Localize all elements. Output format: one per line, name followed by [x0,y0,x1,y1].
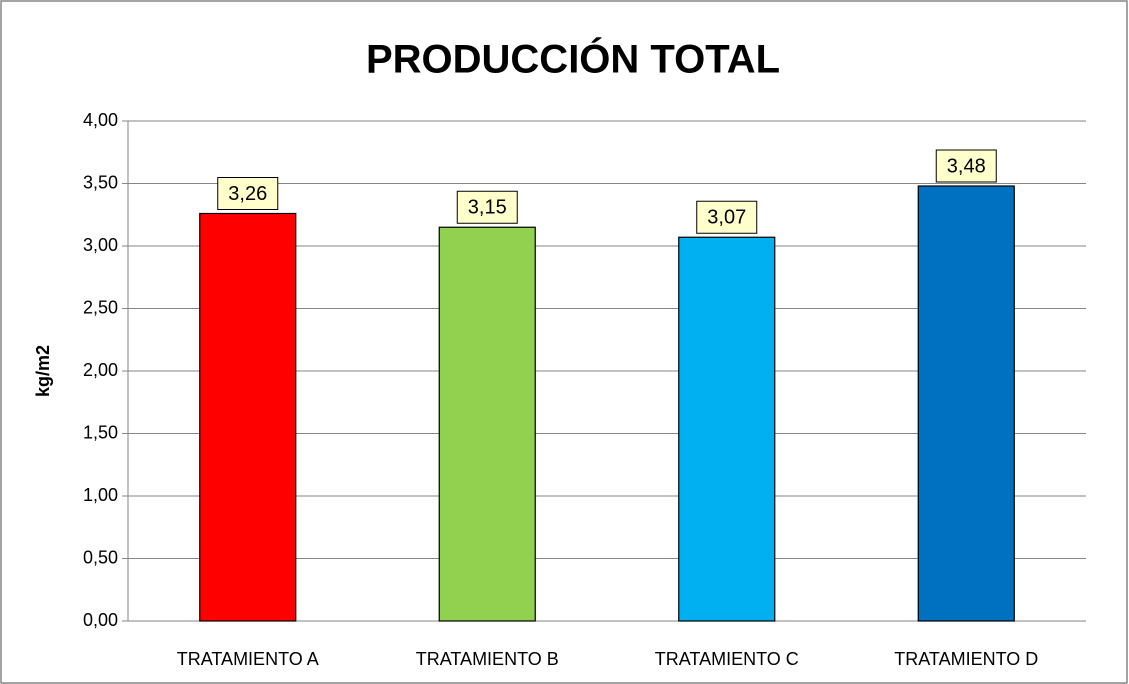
y-tick-label: 3,50 [83,172,118,192]
x-tick-label: TRATAMIENTO C [655,649,799,669]
data-label-box [935,149,997,183]
x-tick-label: TRATAMIENTO D [894,649,1038,669]
x-tick-label: TRATAMIENTO B [416,649,559,669]
chart-title: PRODUCCIÓN TOTAL [366,36,780,82]
bar [917,185,1015,622]
y-tick-label: 1,50 [83,422,118,442]
y-tick-label: 3,00 [83,235,118,255]
data-label: 3,15 [468,197,507,219]
y-axis-label: kg/m2 [33,345,53,397]
bar [678,236,776,622]
data-label: 3,07 [707,207,746,229]
bar [199,212,297,622]
data-label-box [456,190,518,224]
data-label-box [217,177,279,210]
data-label-box [696,200,758,234]
y-tick-label: 4,00 [83,110,118,130]
y-tick-label: 0,00 [83,610,118,630]
bar [438,226,536,622]
y-tick-label: 0,50 [83,547,118,567]
data-label: 3,48 [947,155,986,177]
data-label: 3,26 [228,183,267,205]
y-tick-label: 2,50 [83,297,118,317]
x-tick-label: TRATAMIENTO A [177,649,319,669]
y-tick-label: 1,00 [83,485,118,505]
y-tick-label: 2,00 [83,360,118,380]
